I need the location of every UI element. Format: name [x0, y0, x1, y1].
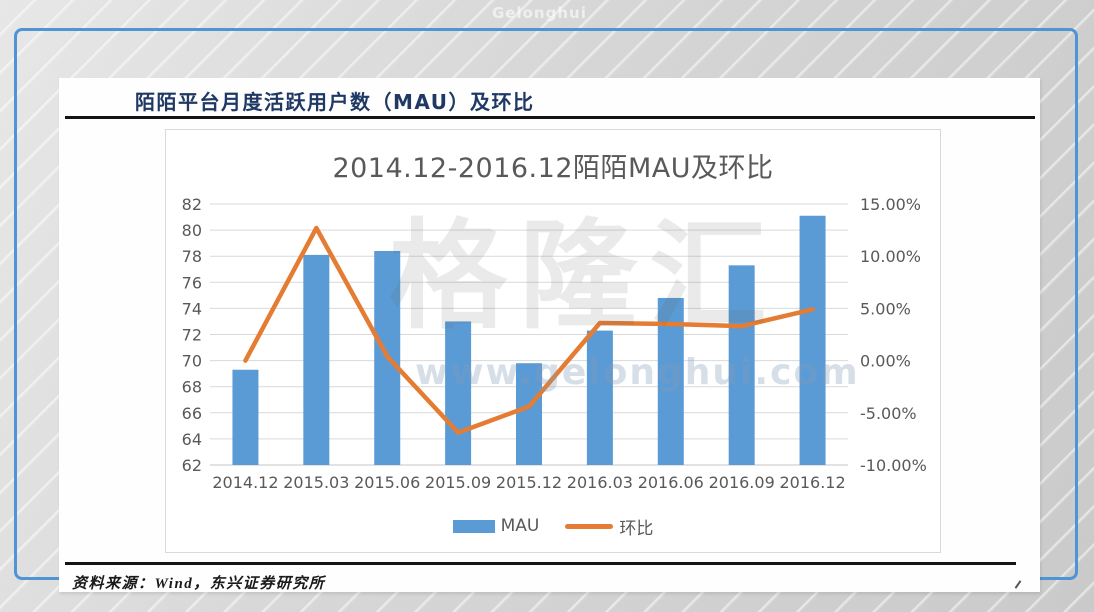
- mau-bar-2015.12: [516, 363, 542, 465]
- mau-bar-2015.03: [303, 254, 330, 465]
- right-axis-label: -5.00%: [860, 404, 917, 423]
- y-axis-label: 72: [182, 326, 202, 345]
- x-axis-label: 2014.12: [212, 473, 278, 492]
- mau-bar-2014.12: [232, 369, 259, 465]
- right-axis-label: 0.00%: [860, 352, 911, 371]
- figure-header-title: 陌陌平台月度活跃用户数（MAU）及环比: [135, 90, 535, 114]
- right-axis-label: -10.00%: [860, 456, 927, 475]
- legend-label-huanbi: 环比: [619, 518, 654, 539]
- report-figure-panel: 陌陌平台月度活跃用户数（MAU）及环比 82 80 78 76 74 72 70 68 66 64…: [59, 78, 1040, 592]
- chart-frame: 82 80 78 76 74 72 70 68 66 64 62 15.00% 10.00% 5.00% 0…: [165, 129, 941, 553]
- data-source-note: 资料来源：Wind，东兴证券研究所: [72, 576, 326, 592]
- y-axis-label: 70: [182, 352, 202, 371]
- x-axis-label: 2016.12: [779, 473, 845, 492]
- mau-bar-2015.09: [445, 321, 472, 465]
- mau-growth-chart: 82 80 78 76 74 72 70 68 66 64 62 15.00% 10.00% 5.00% 0…: [182, 195, 927, 492]
- header-divider: [65, 116, 1035, 119]
- y-axis-label: 74: [182, 299, 202, 318]
- x-axis-label: 2016.09: [709, 473, 775, 492]
- mau-bar-2016.09: [728, 265, 755, 465]
- x-axis-label: 2015.09: [425, 473, 491, 492]
- growth-line: [243, 225, 815, 435]
- chart-legend: MAU 环比: [166, 514, 940, 539]
- x-axis-label: 2016.06: [638, 473, 704, 492]
- x-axis-label: 2015.06: [354, 473, 420, 492]
- legend-item-mau: MAU: [452, 516, 540, 536]
- y-axis-label: 68: [182, 378, 202, 397]
- mau-bar-swatch-icon: [452, 519, 495, 533]
- right-axis-label: 10.00%: [860, 247, 921, 266]
- footer-divider: [65, 562, 1016, 565]
- chart-title: 2014.12-2016.12陌陌MAU及环比: [332, 153, 774, 184]
- mau-bar-2016.12: [799, 215, 826, 465]
- x-axis-label: 2016.03: [567, 473, 633, 492]
- blue-border-card: 陌陌平台月度活跃用户数（MAU）及环比 82 80 78 76 74 72 70 68 66 64…: [14, 28, 1078, 592]
- gelonghui-top-watermark: Gelonghui: [492, 4, 587, 22]
- y-axis-label: 66: [182, 404, 202, 423]
- y-axis-label: 80: [182, 221, 202, 240]
- mau-bar-2016.03: [586, 330, 613, 465]
- right-axis-label: 15.00%: [860, 195, 921, 214]
- y-axis-label: 82: [182, 195, 202, 214]
- y-axis-label: 62: [182, 456, 202, 475]
- y-axis-label: 76: [182, 273, 202, 292]
- right-axis-label: 5.00%: [860, 299, 911, 318]
- legend-item-huanbi: 环比: [565, 514, 653, 539]
- y-axis-label: 64: [182, 430, 202, 449]
- x-axis-label: 2015.03: [283, 473, 349, 492]
- legend-label-mau: MAU: [500, 516, 540, 536]
- growth-line-swatch-icon: [565, 523, 614, 529]
- corner-mark: [1014, 580, 1022, 589]
- y-axis-label: 78: [182, 247, 202, 266]
- x-axis-label: 2015.12: [496, 473, 562, 492]
